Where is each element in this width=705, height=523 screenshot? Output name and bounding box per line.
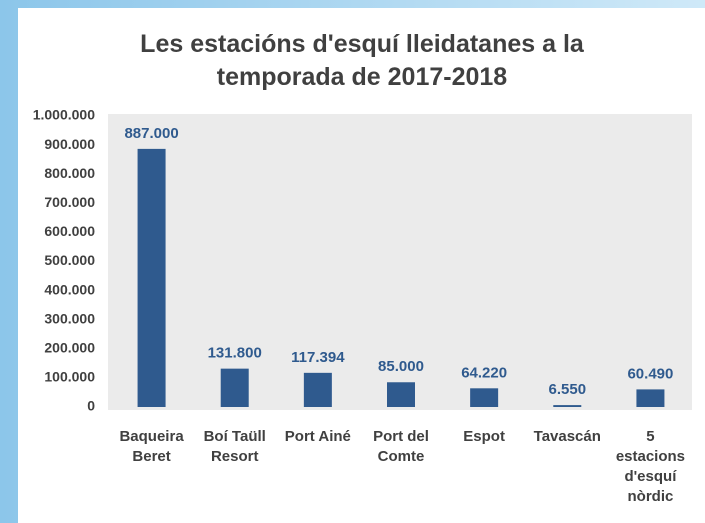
data-label: 64.220 xyxy=(461,364,507,381)
y-tick-label: 0 xyxy=(87,398,95,414)
data-label: 131.800 xyxy=(208,345,262,362)
y-tick-label: 1.000.000 xyxy=(33,107,95,123)
data-label: 6.550 xyxy=(549,381,587,398)
y-tick-label: 600.000 xyxy=(44,223,95,239)
y-tick-label: 800.000 xyxy=(44,165,95,181)
data-label: 85.000 xyxy=(378,358,424,375)
x-tick-label: Baqueira Beret xyxy=(119,428,184,465)
y-tick-label: 400.000 xyxy=(44,281,95,297)
bar xyxy=(303,372,332,407)
y-tick-label: 200.000 xyxy=(44,340,95,356)
y-tick-label: 100.000 xyxy=(44,369,95,385)
bar xyxy=(137,148,166,407)
x-tick-label: Port Ainé xyxy=(285,428,351,445)
plot-area xyxy=(108,114,692,410)
data-label: 60.490 xyxy=(627,365,673,382)
x-tick-label: 5 estacions d'esquí nòrdic xyxy=(616,428,685,505)
y-tick-label: 500.000 xyxy=(44,252,95,268)
x-tick-label: Espot xyxy=(463,428,505,445)
chart-title: Les estacións d'esquí lleidatanes a la te… xyxy=(140,30,585,91)
bar xyxy=(387,382,415,407)
bar xyxy=(553,405,582,407)
bar xyxy=(470,388,499,407)
bar xyxy=(636,389,665,407)
y-tick-label: 300.000 xyxy=(44,310,95,326)
x-tick-label: Boí Taüll Resort xyxy=(204,428,266,465)
y-tick-label: 900.000 xyxy=(44,136,95,152)
y-tick-label: 700.000 xyxy=(44,194,95,210)
data-label: 887.000 xyxy=(124,125,178,142)
x-tick-label: Tavascán xyxy=(534,428,601,445)
bar xyxy=(220,368,249,407)
data-label: 117.394 xyxy=(291,349,345,366)
x-tick-label: Port del Comte xyxy=(373,428,429,465)
